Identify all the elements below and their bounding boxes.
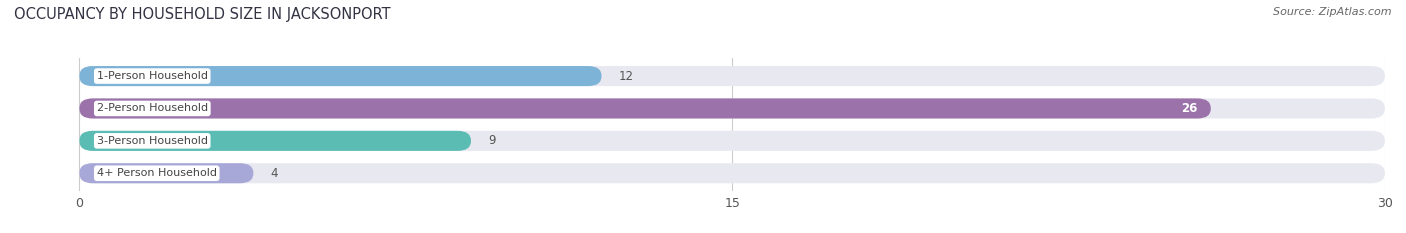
FancyBboxPatch shape [79,163,1385,183]
FancyBboxPatch shape [79,66,602,86]
FancyBboxPatch shape [79,66,1385,86]
FancyBboxPatch shape [79,98,1211,119]
Text: 26: 26 [1181,102,1198,115]
Text: 3-Person Household: 3-Person Household [97,136,208,146]
FancyBboxPatch shape [79,98,1385,119]
Text: OCCUPANCY BY HOUSEHOLD SIZE IN JACKSONPORT: OCCUPANCY BY HOUSEHOLD SIZE IN JACKSONPO… [14,7,391,22]
Text: 12: 12 [619,70,634,82]
FancyBboxPatch shape [79,131,1385,151]
Text: 4: 4 [271,167,278,180]
Text: 2-Person Household: 2-Person Household [97,103,208,113]
Text: Source: ZipAtlas.com: Source: ZipAtlas.com [1274,7,1392,17]
Text: 1-Person Household: 1-Person Household [97,71,208,81]
Text: 9: 9 [488,134,496,147]
FancyBboxPatch shape [79,131,471,151]
Text: 4+ Person Household: 4+ Person Household [97,168,217,178]
FancyBboxPatch shape [79,163,253,183]
